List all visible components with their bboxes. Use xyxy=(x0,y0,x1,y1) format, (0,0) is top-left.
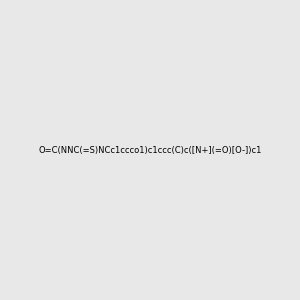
Text: O=C(NNC(=S)NCc1ccco1)c1ccc(C)c([N+](=O)[O-])c1: O=C(NNC(=S)NCc1ccco1)c1ccc(C)c([N+](=O)[… xyxy=(38,146,262,154)
